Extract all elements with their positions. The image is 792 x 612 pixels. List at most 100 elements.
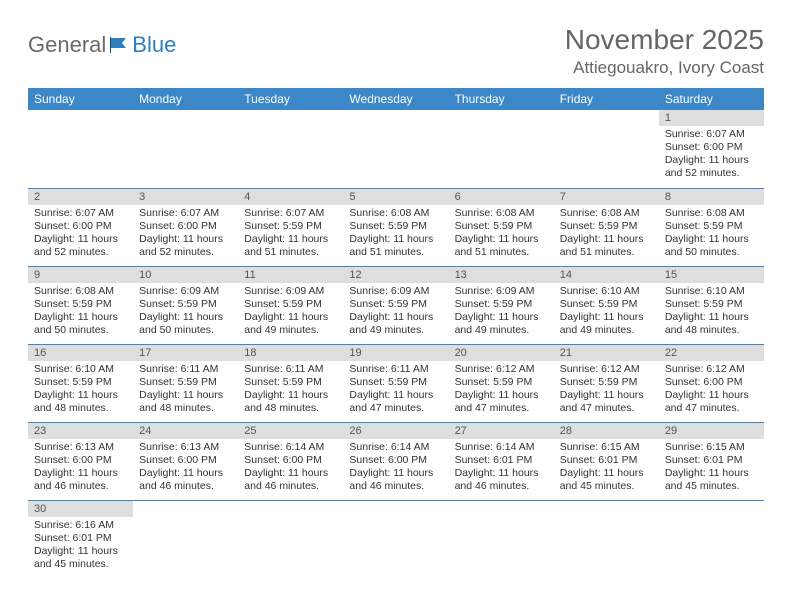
- day-details: Sunrise: 6:12 AMSunset: 6:00 PMDaylight:…: [659, 361, 764, 419]
- calendar-cell: [238, 110, 343, 188]
- day-details: Sunrise: 6:09 AMSunset: 5:59 PMDaylight:…: [343, 283, 448, 341]
- day-details: Sunrise: 6:07 AMSunset: 5:59 PMDaylight:…: [238, 205, 343, 263]
- day-number: 24: [133, 423, 238, 439]
- calendar-cell: [343, 110, 448, 188]
- logo-text-blue: Blue: [132, 32, 176, 58]
- day-number: 25: [238, 423, 343, 439]
- calendar-cell: 4Sunrise: 6:07 AMSunset: 5:59 PMDaylight…: [238, 188, 343, 266]
- day-number: 20: [449, 345, 554, 361]
- day-number: 3: [133, 189, 238, 205]
- day-number: 23: [28, 423, 133, 439]
- day-number: 6: [449, 189, 554, 205]
- day-number: 19: [343, 345, 448, 361]
- calendar-cell: 9Sunrise: 6:08 AMSunset: 5:59 PMDaylight…: [28, 266, 133, 344]
- calendar-cell: 1Sunrise: 6:07 AMSunset: 6:00 PMDaylight…: [659, 110, 764, 188]
- calendar-cell: 30Sunrise: 6:16 AMSunset: 6:01 PMDayligh…: [28, 500, 133, 578]
- day-details: Sunrise: 6:13 AMSunset: 6:00 PMDaylight:…: [133, 439, 238, 497]
- logo-text-general: General: [28, 32, 106, 58]
- day-number: 15: [659, 267, 764, 283]
- calendar-cell: 19Sunrise: 6:11 AMSunset: 5:59 PMDayligh…: [343, 344, 448, 422]
- day-number: 2: [28, 189, 133, 205]
- day-number: 30: [28, 501, 133, 517]
- calendar-cell: [238, 500, 343, 578]
- calendar-cell: 8Sunrise: 6:08 AMSunset: 5:59 PMDaylight…: [659, 188, 764, 266]
- day-details: Sunrise: 6:07 AMSunset: 6:00 PMDaylight:…: [28, 205, 133, 263]
- calendar-cell: 23Sunrise: 6:13 AMSunset: 6:00 PMDayligh…: [28, 422, 133, 500]
- day-number: 21: [554, 345, 659, 361]
- calendar-cell: 14Sunrise: 6:10 AMSunset: 5:59 PMDayligh…: [554, 266, 659, 344]
- calendar-cell: [133, 110, 238, 188]
- weekday-header: Friday: [554, 88, 659, 110]
- calendar-cell: 12Sunrise: 6:09 AMSunset: 5:59 PMDayligh…: [343, 266, 448, 344]
- calendar-cell: 10Sunrise: 6:09 AMSunset: 5:59 PMDayligh…: [133, 266, 238, 344]
- day-number: 18: [238, 345, 343, 361]
- day-details: Sunrise: 6:11 AMSunset: 5:59 PMDaylight:…: [238, 361, 343, 419]
- day-details: Sunrise: 6:08 AMSunset: 5:59 PMDaylight:…: [554, 205, 659, 263]
- day-number: 9: [28, 267, 133, 283]
- day-number: 14: [554, 267, 659, 283]
- day-number: 22: [659, 345, 764, 361]
- calendar-cell: 13Sunrise: 6:09 AMSunset: 5:59 PMDayligh…: [449, 266, 554, 344]
- day-details: Sunrise: 6:07 AMSunset: 6:00 PMDaylight:…: [659, 126, 764, 184]
- calendar-body: 1Sunrise: 6:07 AMSunset: 6:00 PMDaylight…: [28, 110, 764, 578]
- calendar-cell: [659, 500, 764, 578]
- calendar-cell: [133, 500, 238, 578]
- calendar-header-row: SundayMondayTuesdayWednesdayThursdayFrid…: [28, 88, 764, 110]
- calendar-cell: 16Sunrise: 6:10 AMSunset: 5:59 PMDayligh…: [28, 344, 133, 422]
- calendar-cell: 20Sunrise: 6:12 AMSunset: 5:59 PMDayligh…: [449, 344, 554, 422]
- day-number: 4: [238, 189, 343, 205]
- day-number: 13: [449, 267, 554, 283]
- day-number: 1: [659, 110, 764, 126]
- day-details: Sunrise: 6:14 AMSunset: 6:01 PMDaylight:…: [449, 439, 554, 497]
- day-details: Sunrise: 6:11 AMSunset: 5:59 PMDaylight:…: [133, 361, 238, 419]
- day-details: Sunrise: 6:10 AMSunset: 5:59 PMDaylight:…: [659, 283, 764, 341]
- day-number: 17: [133, 345, 238, 361]
- day-details: Sunrise: 6:12 AMSunset: 5:59 PMDaylight:…: [449, 361, 554, 419]
- day-number: 16: [28, 345, 133, 361]
- day-number: 10: [133, 267, 238, 283]
- day-details: Sunrise: 6:16 AMSunset: 6:01 PMDaylight:…: [28, 517, 133, 575]
- day-details: Sunrise: 6:09 AMSunset: 5:59 PMDaylight:…: [133, 283, 238, 341]
- calendar-cell: [28, 110, 133, 188]
- calendar-cell: [554, 500, 659, 578]
- day-details: Sunrise: 6:13 AMSunset: 6:00 PMDaylight:…: [28, 439, 133, 497]
- calendar-cell: 17Sunrise: 6:11 AMSunset: 5:59 PMDayligh…: [133, 344, 238, 422]
- flag-icon: [108, 35, 130, 55]
- day-details: Sunrise: 6:08 AMSunset: 5:59 PMDaylight:…: [28, 283, 133, 341]
- calendar-cell: 7Sunrise: 6:08 AMSunset: 5:59 PMDaylight…: [554, 188, 659, 266]
- day-details: Sunrise: 6:15 AMSunset: 6:01 PMDaylight:…: [554, 439, 659, 497]
- calendar-cell: [449, 110, 554, 188]
- calendar-cell: 18Sunrise: 6:11 AMSunset: 5:59 PMDayligh…: [238, 344, 343, 422]
- weekday-header: Wednesday: [343, 88, 448, 110]
- calendar-cell: 21Sunrise: 6:12 AMSunset: 5:59 PMDayligh…: [554, 344, 659, 422]
- day-details: Sunrise: 6:12 AMSunset: 5:59 PMDaylight:…: [554, 361, 659, 419]
- day-number: 28: [554, 423, 659, 439]
- calendar-cell: 25Sunrise: 6:14 AMSunset: 6:00 PMDayligh…: [238, 422, 343, 500]
- calendar-cell: 27Sunrise: 6:14 AMSunset: 6:01 PMDayligh…: [449, 422, 554, 500]
- weekday-header: Monday: [133, 88, 238, 110]
- header: General Blue November 2025 Attiegouakro,…: [28, 24, 764, 78]
- day-details: Sunrise: 6:08 AMSunset: 5:59 PMDaylight:…: [343, 205, 448, 263]
- calendar-cell: [554, 110, 659, 188]
- day-number: 26: [343, 423, 448, 439]
- calendar-cell: 24Sunrise: 6:13 AMSunset: 6:00 PMDayligh…: [133, 422, 238, 500]
- calendar-cell: 26Sunrise: 6:14 AMSunset: 6:00 PMDayligh…: [343, 422, 448, 500]
- day-number: 5: [343, 189, 448, 205]
- weekday-header: Saturday: [659, 88, 764, 110]
- day-number: 12: [343, 267, 448, 283]
- month-title: November 2025: [565, 24, 764, 56]
- calendar-cell: 11Sunrise: 6:09 AMSunset: 5:59 PMDayligh…: [238, 266, 343, 344]
- day-details: Sunrise: 6:14 AMSunset: 6:00 PMDaylight:…: [343, 439, 448, 497]
- day-details: Sunrise: 6:08 AMSunset: 5:59 PMDaylight:…: [659, 205, 764, 263]
- weekday-header: Thursday: [449, 88, 554, 110]
- weekday-header: Tuesday: [238, 88, 343, 110]
- title-block: November 2025 Attiegouakro, Ivory Coast: [565, 24, 764, 78]
- location: Attiegouakro, Ivory Coast: [565, 58, 764, 78]
- calendar-cell: 22Sunrise: 6:12 AMSunset: 6:00 PMDayligh…: [659, 344, 764, 422]
- calendar-cell: 15Sunrise: 6:10 AMSunset: 5:59 PMDayligh…: [659, 266, 764, 344]
- weekday-header: Sunday: [28, 88, 133, 110]
- day-details: Sunrise: 6:08 AMSunset: 5:59 PMDaylight:…: [449, 205, 554, 263]
- day-number: 29: [659, 423, 764, 439]
- calendar-cell: 6Sunrise: 6:08 AMSunset: 5:59 PMDaylight…: [449, 188, 554, 266]
- day-number: 11: [238, 267, 343, 283]
